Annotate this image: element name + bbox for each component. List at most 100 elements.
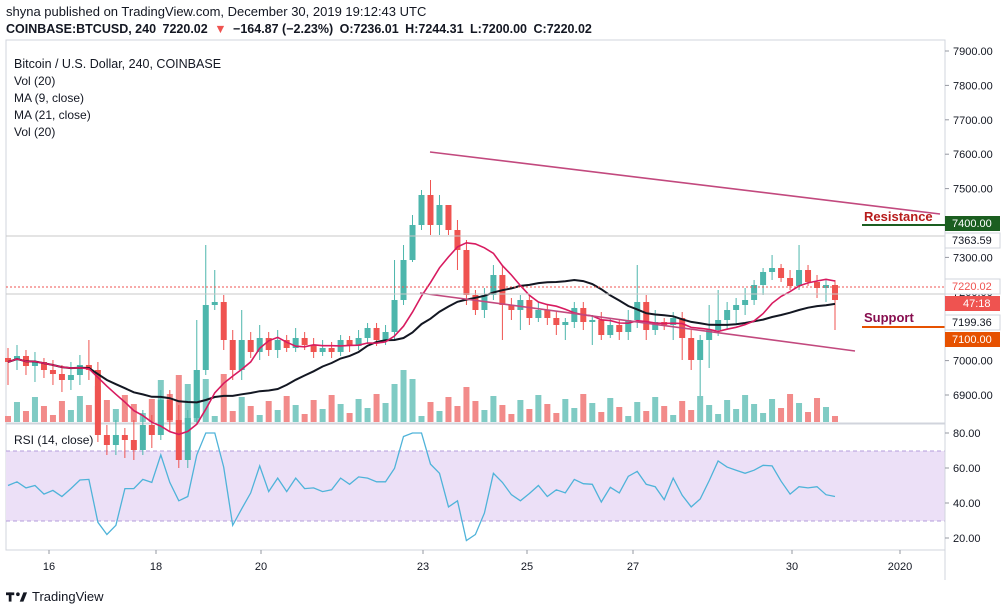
candle-body (436, 205, 443, 225)
candle-body (40, 362, 47, 370)
volume-bar (589, 403, 596, 422)
volume-bar (67, 410, 74, 422)
volume-bar (211, 416, 218, 422)
last-price: 7220.02 (162, 22, 208, 36)
volume-bar (400, 370, 407, 422)
volume-bar (382, 403, 389, 422)
legend-ma9[interactable]: MA (9, close) (14, 91, 85, 105)
candle-body (733, 305, 740, 310)
volume-bar (607, 398, 614, 422)
channel-lower-trendline[interactable] (419, 292, 856, 352)
volume-bar (625, 416, 632, 422)
candle-body (67, 375, 74, 380)
volume-bar (544, 404, 551, 422)
candle-body (571, 308, 578, 322)
volume-bar (526, 409, 533, 422)
symbol-title[interactable]: Bitcoin / U.S. Dollar, 240, COINBASE (14, 57, 222, 71)
candle-body (391, 300, 398, 332)
candle-body (229, 340, 236, 370)
resistance-price-text: 7400.00 (952, 218, 992, 230)
countdown-tag (945, 296, 1000, 311)
candle-body (481, 295, 488, 310)
candle-body (625, 320, 632, 332)
volume-bar (310, 400, 317, 422)
candle-body (751, 285, 758, 300)
volume-bar (688, 410, 695, 422)
legend-vol-2[interactable]: Vol (20) (14, 125, 56, 139)
legend-ma21[interactable]: MA (21, close) (14, 108, 91, 122)
volume-bar (481, 410, 488, 422)
candle-body (769, 268, 776, 272)
candle-body (49, 370, 56, 374)
rsi-tick-label: 40.00 (953, 498, 981, 510)
main-pane[interactable] (5, 39, 946, 424)
volume-bar (823, 407, 830, 422)
brand-name: TradingView (32, 589, 104, 604)
time-axis[interactable]: 16 18 20 23 25 27 30 2020 (43, 550, 912, 573)
volume-bar (715, 414, 722, 422)
volume-bar (517, 400, 524, 422)
ma21-price-text: 7363.59 (952, 235, 992, 247)
support-price-text: 7100.00 (952, 334, 992, 346)
volume-bar (553, 413, 560, 422)
candle-body (652, 322, 659, 330)
volume-bar (391, 384, 398, 422)
volume-bar (571, 408, 578, 422)
candle-body (238, 340, 245, 370)
volume-bar (337, 404, 344, 422)
volume-bar (229, 411, 236, 422)
candle-body (211, 302, 218, 305)
volume-bar (409, 379, 416, 422)
volume-bar (76, 396, 83, 422)
rsi-legend[interactable]: RSI (14, close) (14, 433, 94, 447)
volume-bar (814, 398, 821, 422)
candle-body (193, 370, 200, 418)
candle-body (724, 310, 731, 320)
volume-bar (661, 406, 668, 422)
candle-body (112, 435, 119, 445)
time-tick-label: 30 (786, 561, 798, 573)
ma21-price-tag (944, 232, 1001, 249)
candle-body (166, 400, 173, 420)
ma21-line (7, 278, 836, 404)
candle-body (742, 300, 749, 305)
footer-brand[interactable]: TradingView (6, 589, 104, 604)
price-tick-label: 7300.00 (953, 252, 993, 264)
candle-body (301, 338, 308, 345)
volume-bar (301, 414, 308, 422)
candle-body (283, 340, 290, 348)
candle-body (643, 302, 650, 330)
candle-body (121, 435, 128, 440)
candle-body (58, 374, 65, 380)
volume-bar (598, 412, 605, 422)
volume-bar (13, 402, 20, 422)
tradingview-logo-icon (6, 591, 28, 602)
time-tick-label: 23 (417, 561, 429, 573)
candle-body (31, 362, 38, 366)
volume-bar (499, 405, 506, 422)
candle-body (256, 338, 263, 352)
candle-body (760, 272, 767, 285)
candle-body (463, 250, 470, 295)
volume-bar (472, 401, 479, 422)
volume-bar (103, 400, 110, 422)
support-ma-tag (944, 314, 1001, 331)
symbol-label[interactable]: COINBASE:BTCUSD, 240 (6, 22, 157, 36)
volume-bar (742, 395, 749, 422)
candle-body (544, 310, 551, 318)
candle-body (508, 305, 515, 310)
candle-body (454, 230, 461, 250)
channel-upper-trendline[interactable] (429, 151, 941, 215)
candle-body (796, 270, 803, 286)
rsi-axis[interactable]: 80.00 60.00 40.00 20.00 (945, 428, 981, 545)
candle-body (5, 358, 11, 362)
candle-body (157, 400, 164, 435)
volume-bar (463, 387, 470, 422)
time-tick-label: 18 (150, 561, 162, 573)
legend-vol[interactable]: Vol (20) (14, 74, 56, 88)
last-price-tag (944, 278, 1001, 295)
candle-body (427, 195, 434, 225)
volume-bar (805, 412, 812, 422)
volume-bar (418, 416, 425, 422)
